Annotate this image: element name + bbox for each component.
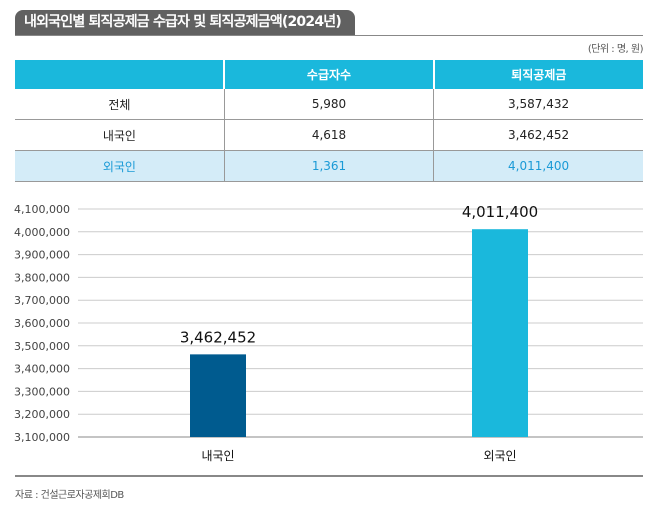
cell: 1,361 [223, 150, 434, 182]
x-tick-label: 외국인 [483, 449, 516, 463]
data-label: 3,462,452 [180, 328, 256, 346]
y-tick-label: 3,700,000 [14, 294, 70, 307]
y-tick-label: 3,100,000 [14, 431, 70, 444]
y-tick-label: 3,300,000 [14, 385, 70, 398]
y-tick-label: 3,400,000 [14, 363, 70, 376]
cell: 내국인 [15, 119, 225, 151]
table-row: 내국인 4,618 3,462,452 [15, 119, 643, 151]
data-table: 수급자수 퇴직공제금 전체 5,980 3,587,432 내국인 4,618 … [15, 60, 643, 182]
unit-label: (단위 : 명, 원) [587, 44, 644, 55]
cell: 4,618 [223, 119, 434, 151]
cell: 3,587,432 [433, 89, 643, 120]
bar [472, 229, 528, 437]
y-tick-label: 4,100,000 [14, 203, 70, 216]
table-row-highlight: 외국인 1,361 4,011,400 [15, 150, 643, 182]
header-cell: 퇴직공제금 [432, 60, 643, 89]
cell: 4,011,400 [433, 150, 643, 182]
source-note: 자료 : 건설근로자공제회DB [15, 490, 124, 501]
y-tick-label: 3,900,000 [14, 249, 70, 262]
cell: 3,462,452 [433, 119, 643, 151]
divider [15, 35, 643, 36]
y-tick-label: 3,600,000 [14, 317, 70, 330]
table-header: 수급자수 퇴직공제금 [15, 60, 643, 89]
y-tick-label: 3,200,000 [14, 408, 70, 421]
y-tick-label: 3,800,000 [14, 271, 70, 284]
cell: 5,980 [223, 89, 434, 120]
y-tick-label: 3,500,000 [14, 340, 70, 353]
data-label: 4,011,400 [462, 203, 538, 221]
header-cell: 수급자수 [223, 60, 434, 89]
header-cell [15, 60, 225, 89]
bar [190, 354, 246, 437]
chart-title: 내외국인별 퇴직공제금 수급자 및 퇴직공제금액(2024년) [15, 10, 355, 35]
y-tick-label: 4,000,000 [14, 226, 70, 239]
divider [15, 475, 643, 477]
table-row: 전체 5,980 3,587,432 [15, 89, 643, 120]
cell: 전체 [15, 89, 225, 120]
cell: 외국인 [15, 150, 225, 182]
x-tick-label: 내국인 [201, 449, 234, 463]
